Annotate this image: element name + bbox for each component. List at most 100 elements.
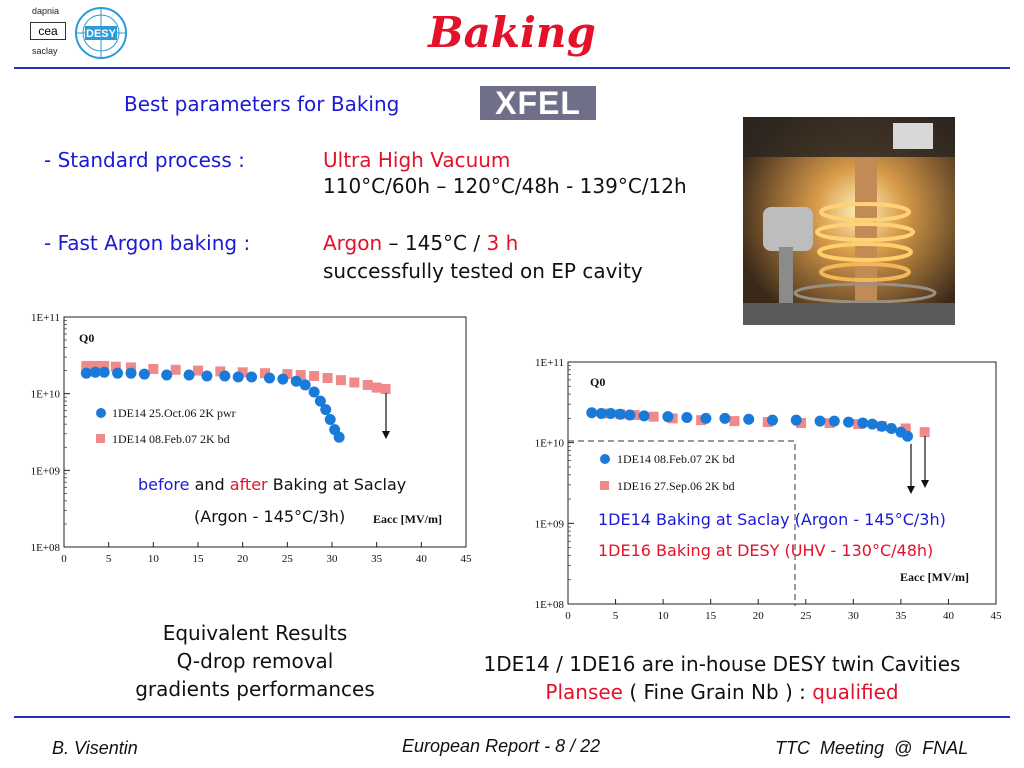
data-point-series-1 [90, 360, 101, 371]
data-point-series-0 [638, 410, 650, 422]
right-chart: 0 5 10 15 20 25 30 35 40 45 1E+08 1E+09 1E+10 1E+11 Q… [508, 348, 1008, 630]
header-divider [14, 67, 1010, 69]
left-chart-xlabel: Eacc [MV/m] [373, 512, 442, 526]
right-chart-annotation-1: 1DE14 Baking at Saclay (Argon - 145°C/3h… [598, 510, 946, 529]
data-point-series-0 [246, 371, 258, 383]
y-tick-label: 1E+11 [535, 357, 564, 369]
data-point-series-1 [260, 368, 270, 379]
x-tick-label: 30 [848, 610, 860, 622]
x-tick-label: 35 [895, 610, 907, 622]
left-chart-arrow-head [382, 431, 390, 439]
data-point-series-0 [624, 409, 636, 421]
x-tick-label: 15 [705, 610, 717, 622]
data-point-series-0 [662, 411, 674, 423]
data-point-series-0 [98, 366, 110, 378]
data-point-series-0 [614, 408, 626, 420]
x-tick-label: 20 [237, 553, 249, 565]
data-point-series-1 [349, 377, 360, 388]
data-point-series-0 [80, 367, 92, 379]
right-chart-xlabel: Eacc [MV/m] [900, 570, 969, 584]
data-point-series-0 [263, 372, 275, 384]
data-point-series-1 [380, 384, 391, 395]
data-point-series-0 [843, 416, 855, 428]
x-tick-label: 5 [613, 610, 619, 622]
qualified-label: qualified [812, 680, 899, 704]
fine-grain-label: ( Fine Grain Nb ) : [622, 680, 813, 704]
right-chart-annotation-2: 1DE16 Baking at DESY (UHV - 130°C/48h) [598, 541, 934, 560]
saclay-logo-text: saclay [32, 46, 58, 56]
data-point-series-0 [320, 404, 332, 416]
data-point-series-0 [790, 414, 802, 426]
data-point-series-0 [183, 369, 195, 381]
data-point-series-1 [148, 363, 159, 374]
data-point-series-1 [729, 416, 740, 427]
desy-logo-icon: DESY [75, 7, 127, 59]
data-point-series-0 [814, 415, 826, 427]
data-point-series-0 [902, 430, 914, 442]
x-tick-label: 30 [327, 553, 339, 565]
data-point-series-1 [237, 367, 248, 378]
standard-value-2: 110°C/60h – 120°C/48h - 139°C/12h [323, 174, 687, 198]
fast-value-2: successfully tested on EP cavity [323, 259, 643, 283]
left-legend-marker-2 [96, 434, 105, 443]
data-point-series-0 [161, 369, 173, 381]
data-point-series-1 [322, 373, 333, 384]
x-tick-label: 40 [416, 553, 428, 565]
data-point-series-1 [99, 360, 110, 371]
fast-value-time: 3 h [486, 231, 519, 255]
conclusion-line-1: Equivalent Results [162, 621, 348, 645]
and-label: and [189, 475, 230, 494]
data-point-series-0 [595, 407, 607, 419]
right-chart-svg: 0 5 10 15 20 25 30 35 40 45 1E+08 1E+09 1E+10 1E+11 Q… [535, 357, 1003, 622]
data-point-series-1 [648, 411, 659, 422]
data-point-series-0 [277, 373, 289, 385]
standard-value-1: Ultra High Vacuum [323, 148, 511, 172]
data-point-series-1 [295, 370, 306, 381]
y-tick-label: 1E+08 [31, 542, 61, 554]
conclusion-line-3: gradients performances [135, 677, 375, 701]
left-legend-label-2: 1DE14 08.Feb.07 2K bd [112, 432, 230, 446]
x-tick-label: 20 [753, 610, 765, 622]
data-point-series-0 [766, 414, 778, 426]
standard-process-label: - Standard process : [44, 148, 245, 172]
data-point-series-0 [89, 366, 101, 378]
fast-value-1: Argon – 145°C / 3 h [323, 231, 518, 255]
data-point-series-0 [866, 418, 878, 430]
data-point-series-0 [219, 370, 231, 382]
y-tick-label: 1E+09 [31, 465, 61, 477]
right-legend-label-2: 1DE16 27.Sep.06 2K bd [617, 479, 735, 493]
footer-report: European Report - 8 / 22 [402, 736, 601, 756]
data-point-series-1 [335, 375, 346, 386]
data-point-series-1 [110, 361, 121, 372]
dapnia-logo-text: dapnia [32, 6, 60, 16]
data-point-series-0 [112, 367, 124, 379]
x-tick-label: 45 [991, 610, 1003, 622]
data-point-series-0 [125, 367, 137, 379]
left-chart-svg: 0 5 10 15 20 25 30 35 40 45 1E+08 1E+09 1E+10 1E+11 Q… [31, 312, 472, 565]
data-point-series-0 [314, 395, 326, 407]
y-tick-label: 1E+09 [535, 518, 565, 530]
fast-value-argon: Argon [323, 231, 383, 255]
data-point-series-1 [282, 369, 293, 380]
left-chart: 0 5 10 15 20 25 30 35 40 45 1E+08 1E+09 1E+10 1E+11 Q… [10, 305, 480, 573]
fast-value-temp: – 145°C / [382, 231, 487, 255]
x-tick-label: 0 [61, 553, 67, 565]
right-chart-arrow-2-head [921, 480, 929, 488]
left-chart-annotation-2: (Argon - 145°C/3h) [194, 507, 346, 526]
fast-argon-text: - Fast Argon baking : [44, 231, 251, 255]
data-point-series-1 [215, 366, 226, 377]
conclusions-right: 1DE14 / 1DE16 are in-house DESY twin Cav… [466, 650, 978, 706]
after-label: after [229, 475, 268, 494]
right-chart-ylabel: Q0 [590, 375, 605, 389]
data-point-series-1 [371, 382, 382, 393]
right-chart-arrow-1-head [907, 486, 915, 494]
data-point-series-0 [719, 412, 731, 424]
x-tick-label: 15 [193, 553, 205, 565]
data-point-series-0 [333, 431, 345, 443]
baking-saclay-label: Baking at Saclay [267, 475, 407, 494]
data-point-series-0 [290, 375, 302, 387]
plot-frame [63, 316, 467, 548]
data-point-series-0 [232, 371, 244, 383]
data-point-series-0 [857, 417, 869, 429]
data-point-series-1 [81, 360, 92, 371]
